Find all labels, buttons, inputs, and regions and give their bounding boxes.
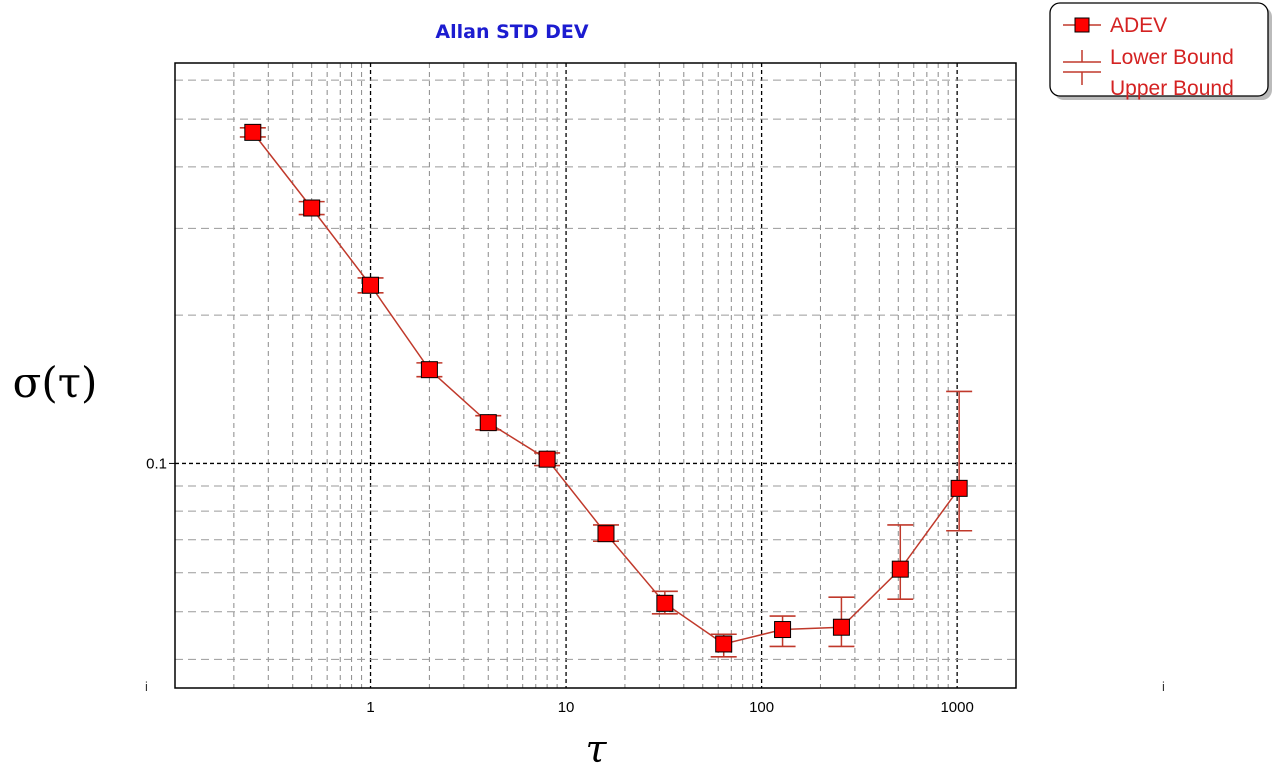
chart-title: Allan STD DEV <box>435 21 588 43</box>
legend-adev-label: ADEV <box>1110 14 1167 37</box>
y-tick-label: 0.1 <box>146 455 167 472</box>
stray-mark-left: i <box>145 679 148 694</box>
stray-mark-right: i <box>1162 679 1165 694</box>
adev-point <box>832 618 850 636</box>
adev-point <box>597 525 615 543</box>
legend-upper-bound-label: Upper Bound <box>1110 77 1234 100</box>
grid <box>175 63 1016 688</box>
adev-series <box>239 123 973 658</box>
plot-frame <box>174 62 1017 689</box>
legend: ADEV Lower Bound Upper Bound <box>1049 2 1272 100</box>
x-tick-label: 10 <box>558 699 575 716</box>
y-axis-label: σ(τ) <box>13 358 98 407</box>
adev-point <box>774 621 792 639</box>
adev-point <box>479 414 497 432</box>
x-tick-label: 100 <box>749 699 774 716</box>
adev-point <box>420 361 438 379</box>
adev-point <box>362 276 380 294</box>
adev-point <box>656 594 674 612</box>
adev-point <box>244 123 262 141</box>
x-tick-label: 1 <box>366 699 374 716</box>
legend-adev-marker <box>1074 17 1090 33</box>
adev-point <box>538 450 556 468</box>
legend-lower-bound-label: Lower Bound <box>1110 46 1234 69</box>
axis-ticks: 1 10 100 1000 0.1 <box>146 455 974 716</box>
x-axis-label: τ <box>585 727 607 771</box>
adev-point <box>715 635 733 653</box>
adev-point <box>950 479 968 497</box>
x-tick-label: 1000 <box>940 699 973 716</box>
adev-point <box>303 199 321 217</box>
legend-box <box>1049 2 1269 97</box>
adev-line <box>252 131 960 645</box>
adev-point <box>891 560 909 578</box>
